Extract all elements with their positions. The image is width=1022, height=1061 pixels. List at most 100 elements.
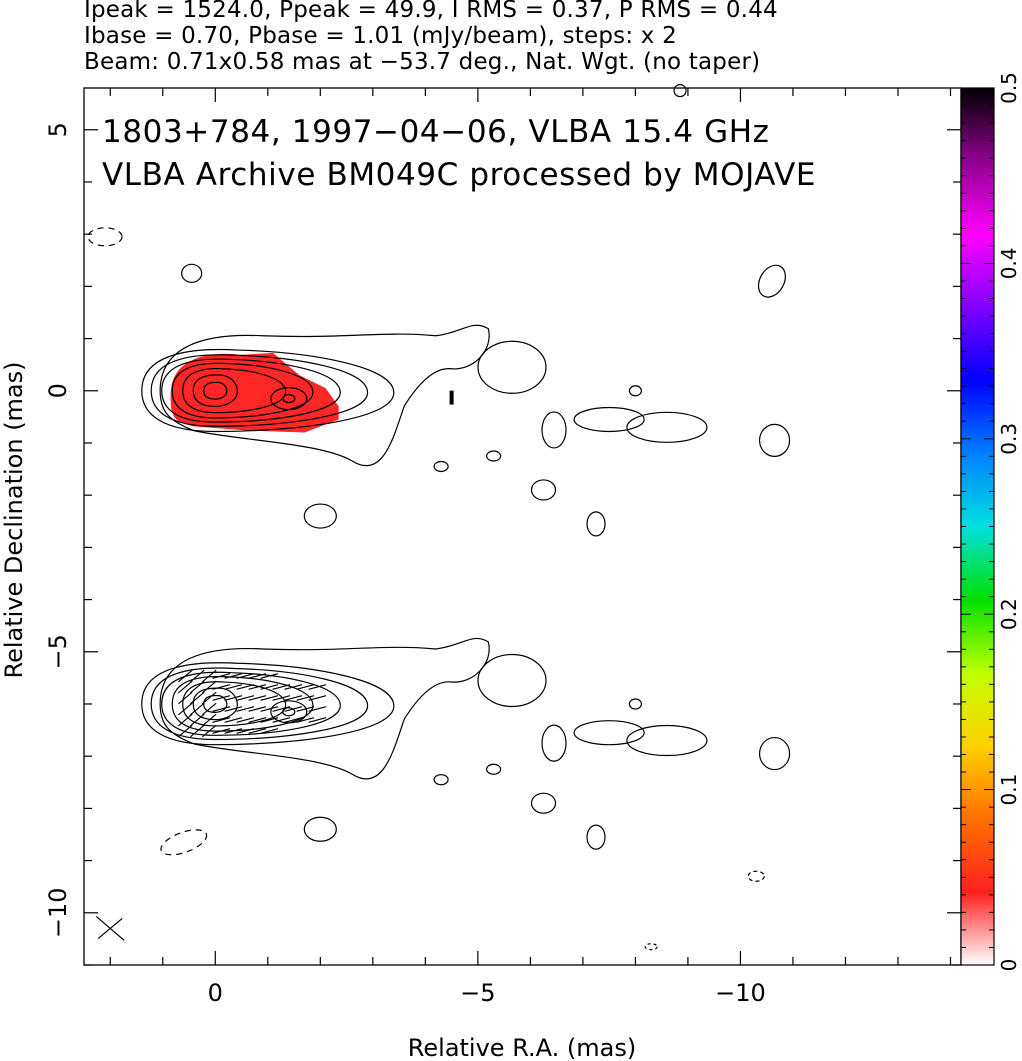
plot-frame [83,87,962,966]
polarization-vector [212,684,231,690]
colorbar-tick-label: 0.4 [997,247,1021,279]
contour-upper-4 [171,362,314,419]
colorbar-strip [960,87,995,966]
polarization-vector [190,713,205,727]
contour-lower-5 [161,671,341,736]
plot-label-archive: VLBA Archive BM049C processed by MOJAVE [102,157,816,193]
polarization-vector [202,680,217,694]
contour-blob-lower-5 [586,824,606,850]
contour-blob-upper-10 [541,411,567,449]
secondary-peak-ring-upper [270,387,308,411]
contour-blob-upper-1 [303,503,337,529]
dashed-contour-lower-2 [747,870,765,882]
core-marker [449,390,454,405]
x-axis-title: Relative R.A. (mas) [408,1034,636,1061]
axes-layer: 0 −5 −10 5 0 −5 −10 [44,88,961,1007]
polarization-vector [212,717,231,723]
contour-upper-7 [141,348,395,433]
header-line-3: Beam: 0.71x0.58 mas at −53.7 deg., Nat. … [84,49,761,75]
contour-blob-upper-7 [626,411,708,443]
polarization-vector [260,706,279,712]
polarization-vector [260,717,279,723]
contour-layer [87,84,791,951]
contour-blob-lower-2 [433,774,449,786]
polarization-vector [212,728,231,734]
contour-blob-lower-8 [758,736,791,771]
polarization-vector [260,695,279,701]
polarization-vector [212,695,231,701]
polarization-vector [308,695,327,701]
polarization-vector [308,717,327,723]
y-tick-label: −5 [44,634,72,669]
contour-upper-5 [161,358,341,423]
contour-upper-3 [182,367,287,414]
contour-blob-upper-9 [477,340,547,394]
polarization-vector [248,717,267,723]
contour-blob-upper-5 [586,511,606,537]
polarization-vector [248,673,267,679]
polarization-vector [190,691,205,705]
polarization-vector [190,702,205,716]
polarization-vector [178,724,193,738]
secondary-peak-lower [282,707,296,717]
polarization-vector [296,706,315,712]
polarization-vector [190,669,205,683]
polarization-vector [178,691,193,705]
jet-envelope-lower [159,637,490,780]
polarization-vector [236,673,255,679]
polarization-vector [296,684,315,690]
polarization-vector [224,717,243,723]
colorbar-tick-label: 0.2 [997,598,1021,630]
polarization-vector [308,684,327,690]
polarization-vector [190,724,205,738]
x-tick-label: 0 [208,979,223,1007]
polarization-vector [272,706,291,712]
contour-upper-2 [192,374,238,408]
polarization-vector [236,684,255,690]
polarization-vector [202,702,217,716]
colorbar: 0 0.1 0.2 0.3 0.4 0.5 [960,72,1021,971]
contour-lower-7 [141,662,395,746]
contour-lower-6 [150,667,369,741]
x-tick-label: −10 [715,979,766,1007]
polarization-vector [308,706,327,712]
polarization-vector [178,669,193,683]
contour-upper-6 [150,354,369,427]
polarization-vector [248,695,267,701]
contour-blob-lower-9 [477,653,547,708]
polarization-vector [272,717,291,723]
contour-blob-upper-top [673,84,687,98]
polarization-vector [248,728,267,734]
polarization-vector [224,706,243,712]
contour-blob-upper-11 [628,385,643,397]
header-line-2: Ibase = 0.70, Pbase = 1.01 (mJy/beam), s… [84,23,677,49]
polarization-vector [236,717,255,723]
contour-lower-4 [171,675,314,732]
polarization-vector [296,695,315,701]
colorbar-tick-label: 0.1 [997,774,1021,806]
contour-blob-upper-extra-1 [181,263,203,283]
polarization-vector [178,702,193,716]
contour-blob-lower-3 [486,763,502,775]
y-tick-label: 0 [44,383,72,398]
polarization-vector [236,728,255,734]
y-tick-label: −10 [44,887,72,938]
contour-blob-lower-6 [573,720,645,746]
polarization-vector [260,673,279,679]
secondary-peak-ring-lower [270,700,308,724]
contour-blob-upper-6 [573,406,645,433]
polarization-vector [284,717,303,723]
polarization-vector [212,706,231,712]
contour-blob-upper-extra-2 [757,264,786,298]
polarization-vector [248,706,267,712]
polarization-vector [224,728,243,734]
polarization-vector [202,713,217,727]
dashed-contour-upper [87,227,123,247]
polarization-vector [236,706,255,712]
colorbar-tick-label: 0.5 [997,72,1021,104]
polarization-vector [202,724,217,738]
contour-blob-upper-3 [486,450,502,462]
polarization-vector [284,706,303,712]
polarization-vector [178,680,193,694]
